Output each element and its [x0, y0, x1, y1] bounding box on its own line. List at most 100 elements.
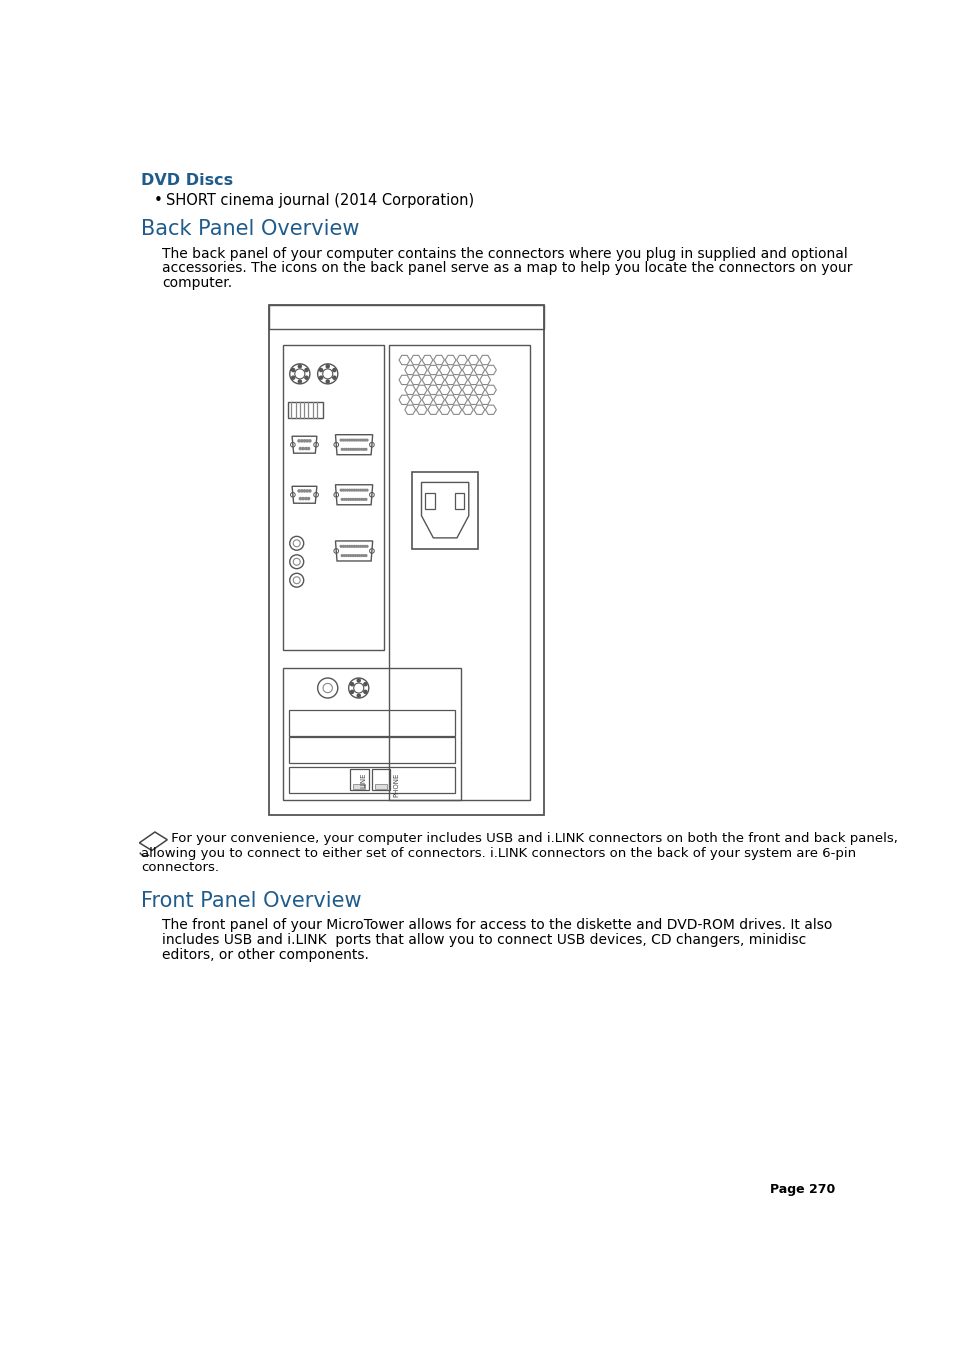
- Circle shape: [365, 449, 367, 450]
- Circle shape: [351, 439, 353, 440]
- Text: computer.: computer.: [162, 276, 232, 290]
- Circle shape: [299, 497, 301, 500]
- Circle shape: [350, 690, 354, 693]
- Circle shape: [348, 555, 349, 557]
- Circle shape: [360, 555, 362, 557]
- Circle shape: [343, 555, 345, 557]
- Circle shape: [344, 489, 346, 490]
- Circle shape: [300, 490, 302, 492]
- Circle shape: [359, 546, 361, 547]
- Bar: [289, 766, 455, 793]
- Circle shape: [306, 440, 308, 442]
- Circle shape: [307, 497, 310, 500]
- Bar: [372, 769, 390, 790]
- Circle shape: [359, 489, 361, 490]
- Circle shape: [344, 546, 346, 547]
- Bar: [269, 304, 543, 815]
- Text: editors, or other components.: editors, or other components.: [162, 947, 369, 962]
- Circle shape: [305, 369, 308, 372]
- Circle shape: [354, 499, 355, 500]
- Circle shape: [326, 380, 329, 384]
- Circle shape: [361, 439, 363, 440]
- Circle shape: [365, 499, 367, 500]
- Circle shape: [350, 449, 352, 450]
- Text: •: •: [153, 193, 162, 208]
- Circle shape: [340, 489, 341, 490]
- Circle shape: [302, 447, 304, 450]
- Circle shape: [340, 546, 341, 547]
- Circle shape: [343, 449, 345, 450]
- Circle shape: [366, 546, 368, 547]
- Circle shape: [346, 546, 348, 547]
- Circle shape: [364, 489, 365, 490]
- Circle shape: [364, 546, 365, 547]
- Text: Front Panel Overview: Front Panel Overview: [141, 890, 361, 911]
- Circle shape: [353, 489, 355, 490]
- Text: Back Panel Overview: Back Panel Overview: [141, 219, 359, 239]
- Circle shape: [309, 490, 311, 492]
- Circle shape: [355, 439, 356, 440]
- Circle shape: [357, 546, 359, 547]
- Circle shape: [307, 447, 310, 450]
- Circle shape: [357, 439, 359, 440]
- Text: PHONE: PHONE: [394, 773, 399, 797]
- Circle shape: [345, 555, 347, 557]
- Circle shape: [319, 369, 322, 372]
- Bar: [389, 345, 530, 800]
- Circle shape: [292, 376, 294, 380]
- Circle shape: [297, 490, 300, 492]
- Circle shape: [350, 555, 352, 557]
- Text: For your convenience, your computer includes USB and i.LINK connectors on both t: For your convenience, your computer incl…: [167, 832, 897, 844]
- Circle shape: [349, 546, 350, 547]
- Bar: [455, 493, 464, 508]
- Circle shape: [346, 489, 348, 490]
- Bar: [375, 785, 387, 789]
- Circle shape: [344, 439, 346, 440]
- Circle shape: [302, 497, 304, 500]
- Bar: [282, 667, 460, 800]
- Circle shape: [345, 449, 347, 450]
- Bar: [350, 769, 368, 790]
- Circle shape: [345, 499, 347, 500]
- Circle shape: [333, 369, 335, 372]
- Circle shape: [292, 369, 294, 372]
- Circle shape: [305, 376, 308, 380]
- Circle shape: [359, 439, 361, 440]
- Text: connectors.: connectors.: [141, 862, 219, 874]
- Circle shape: [361, 489, 363, 490]
- Text: SHORT cinema journal (2014 Corporation): SHORT cinema journal (2014 Corporation): [166, 193, 474, 208]
- Circle shape: [303, 440, 305, 442]
- Circle shape: [309, 440, 311, 442]
- Circle shape: [326, 365, 329, 367]
- Circle shape: [351, 489, 353, 490]
- Circle shape: [354, 449, 355, 450]
- Text: allowing you to connect to either set of connectors. i.LINK connectors on the ba: allowing you to connect to either set of…: [141, 847, 855, 859]
- Circle shape: [304, 447, 307, 450]
- Circle shape: [333, 376, 335, 380]
- Circle shape: [362, 499, 364, 500]
- Circle shape: [356, 694, 360, 697]
- Bar: [353, 785, 365, 789]
- Circle shape: [356, 449, 357, 450]
- Circle shape: [357, 489, 359, 490]
- Circle shape: [342, 439, 344, 440]
- Circle shape: [358, 499, 360, 500]
- Circle shape: [341, 499, 343, 500]
- Circle shape: [299, 447, 301, 450]
- Bar: [269, 304, 543, 330]
- Bar: [288, 403, 323, 417]
- Circle shape: [363, 682, 367, 686]
- Circle shape: [358, 449, 360, 450]
- Circle shape: [351, 546, 353, 547]
- Circle shape: [303, 490, 305, 492]
- Circle shape: [360, 449, 362, 450]
- Text: LINE: LINE: [360, 773, 366, 788]
- Circle shape: [366, 439, 368, 440]
- Circle shape: [361, 546, 363, 547]
- Circle shape: [346, 439, 348, 440]
- Circle shape: [349, 489, 350, 490]
- Circle shape: [356, 499, 357, 500]
- Circle shape: [297, 440, 300, 442]
- Circle shape: [352, 499, 354, 500]
- Bar: [412, 471, 477, 549]
